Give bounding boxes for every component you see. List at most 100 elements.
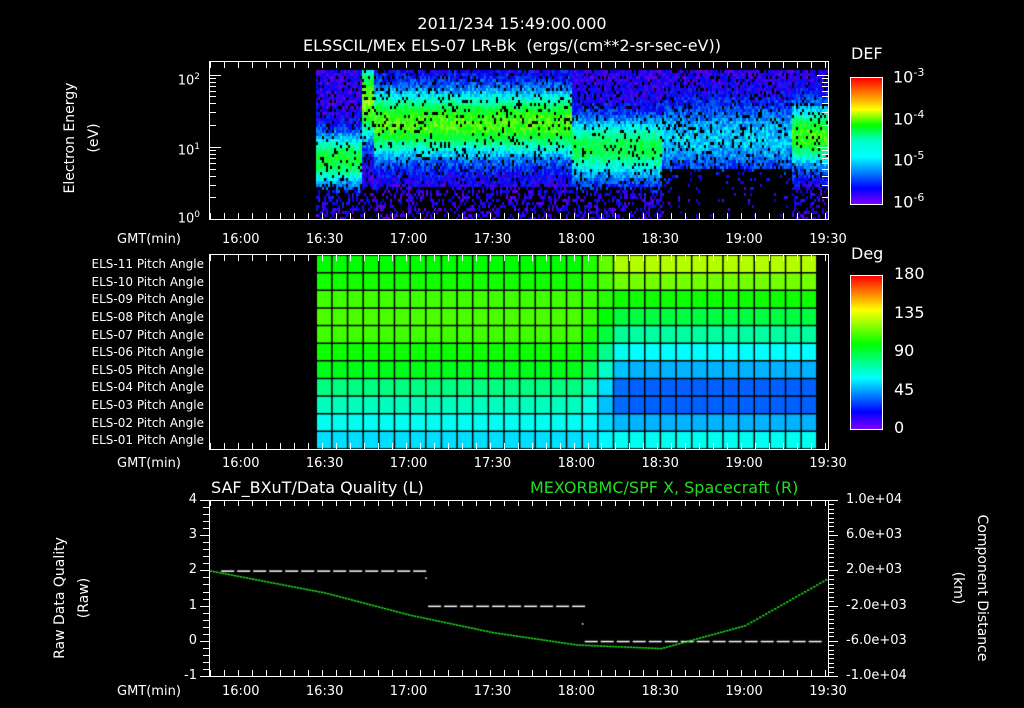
x-minor-tick — [699, 443, 701, 449]
x-minor-tick — [433, 670, 435, 676]
y-minor-tick — [203, 563, 210, 565]
y-minor-tick — [828, 610, 834, 611]
y-minor-tick — [828, 618, 834, 620]
x-minor-tick — [475, 213, 477, 219]
left-series-title: SAF_BXuT/Data Quality (L) — [211, 478, 424, 497]
x-minor-tick — [643, 62, 645, 68]
pitch-angle-row-label: ELS-01 Pitch Angle — [91, 433, 204, 448]
y-tick — [210, 85, 216, 87]
x-minor-tick — [475, 255, 477, 261]
y-tick — [822, 150, 828, 152]
x-minor-tick — [405, 443, 407, 449]
x-minor-tick — [657, 670, 659, 676]
x-minor-tick — [447, 500, 449, 506]
energy-spectrogram — [210, 62, 828, 219]
y-minor-tick — [828, 667, 834, 669]
x-minor-tick — [601, 213, 603, 219]
y-tick — [817, 74, 828, 76]
y-minor-tick — [203, 507, 210, 509]
y-major-tick — [200, 676, 210, 677]
x-minor-tick — [405, 213, 407, 219]
pitch-angle-row-label: ELS-11 Pitch Angle — [91, 257, 204, 271]
time-tick-label: 19:30 — [809, 456, 847, 471]
x-minor-tick — [503, 213, 505, 219]
top-axis-line — [200, 500, 830, 501]
x-minor-tick — [797, 670, 799, 676]
x-minor-tick — [797, 255, 799, 261]
x-minor-tick — [349, 213, 351, 219]
line-plot-frame — [209, 500, 829, 677]
x-minor-tick — [433, 213, 435, 219]
distance-tick-label: -2.0e+03 — [846, 597, 907, 613]
x-minor-tick — [727, 500, 729, 506]
x-minor-tick — [363, 213, 365, 219]
y-major-tick — [828, 570, 838, 572]
x-minor-tick — [223, 670, 225, 676]
x-minor-tick — [377, 255, 379, 261]
pitch-angle-row-label: ELS-10 Pitch Angle — [91, 274, 204, 289]
y-tick — [210, 184, 216, 186]
y-major-tick — [828, 605, 838, 607]
def-colorbar — [850, 77, 883, 205]
x-minor-tick — [405, 670, 407, 676]
x-minor-tick — [573, 255, 575, 261]
x-minor-tick — [713, 255, 715, 261]
y-major-tick — [200, 535, 210, 537]
x-minor-tick — [447, 670, 449, 676]
y-minor-tick — [203, 591, 210, 593]
time-tick-label: 18:00 — [557, 456, 596, 471]
x-minor-tick — [629, 443, 631, 449]
x-minor-tick — [377, 213, 379, 219]
x-minor-tick — [727, 443, 729, 449]
x-minor-tick — [391, 62, 393, 68]
distance-tick-label: -1.0e+04 — [846, 668, 907, 683]
x-minor-tick — [349, 255, 351, 261]
y-major-tick — [828, 640, 838, 642]
distance-axis-unit: (km) — [950, 571, 966, 605]
x-minor-tick — [251, 443, 253, 449]
y-minor-tick — [203, 612, 210, 614]
x-minor-tick — [601, 443, 603, 449]
x-minor-tick — [517, 255, 519, 261]
x-minor-tick — [461, 443, 463, 449]
x-minor-tick — [210, 443, 211, 449]
x-minor-tick — [587, 443, 589, 449]
x-minor-tick — [573, 443, 575, 449]
x-minor-tick — [587, 62, 589, 68]
y-minor-tick — [828, 588, 834, 589]
y-tick — [210, 153, 216, 155]
y-tick — [822, 153, 828, 155]
y-minor-tick — [203, 549, 210, 551]
distance-tick-label: 2.0e+03 — [846, 562, 903, 578]
x-minor-tick — [629, 500, 631, 506]
quality-tick-label: 4 — [188, 492, 197, 507]
x-minor-tick — [531, 670, 533, 676]
quality-tick-label: -1 — [184, 668, 197, 683]
x-minor-tick — [237, 213, 239, 219]
x-minor-tick — [461, 213, 463, 219]
x-minor-tick — [405, 255, 407, 261]
energy-tick-10: 101 — [177, 142, 200, 159]
x-minor-tick — [265, 500, 267, 506]
y-tick — [822, 197, 828, 199]
x-minor-tick — [363, 62, 365, 68]
y-minor-tick — [828, 662, 834, 664]
x-minor-tick — [307, 255, 309, 261]
x-minor-tick — [741, 443, 743, 449]
x-minor-tick — [657, 213, 659, 219]
x-minor-tick — [251, 213, 253, 219]
quality-tick-label: 0 — [188, 632, 197, 648]
x-minor-tick — [349, 670, 351, 676]
x-minor-tick — [349, 500, 351, 506]
x-minor-tick — [279, 213, 281, 219]
y-minor-tick — [828, 583, 834, 585]
x-minor-tick — [699, 62, 701, 68]
gmt-axis-label-2: GMT(min) — [117, 456, 181, 471]
x-minor-tick — [447, 62, 449, 68]
x-minor-tick — [503, 443, 505, 449]
x-minor-tick — [573, 670, 575, 676]
x-minor-tick — [769, 500, 771, 506]
y-tick — [822, 168, 828, 170]
x-minor-tick — [769, 255, 771, 261]
time-tick-label: 19:30 — [809, 232, 847, 247]
